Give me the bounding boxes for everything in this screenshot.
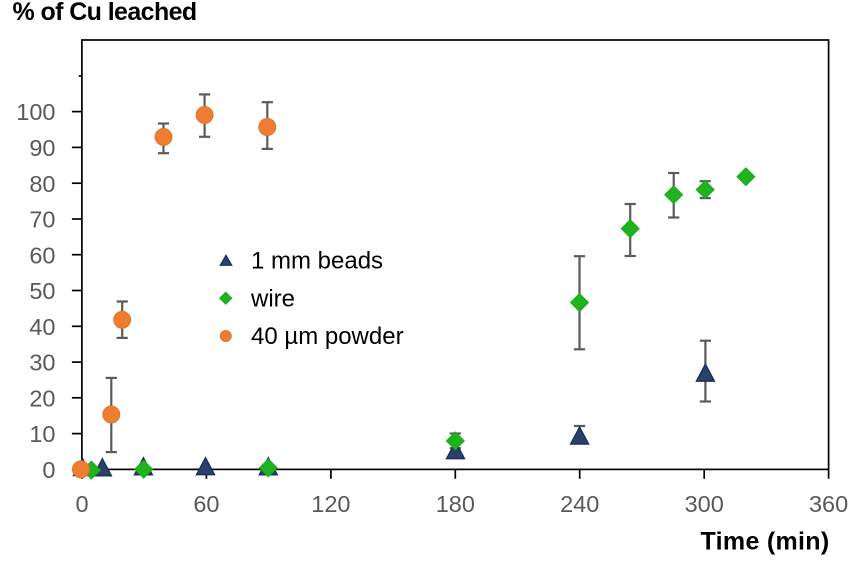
svg-text:100: 100 (16, 99, 55, 125)
svg-text:wire: wire (250, 285, 295, 312)
svg-text:10: 10 (29, 421, 55, 447)
svg-text:% of Cu leached: % of Cu leached (13, 0, 197, 26)
svg-text:300: 300 (685, 491, 724, 517)
svg-text:40 µm powder: 40 µm powder (251, 323, 404, 350)
svg-text:0: 0 (42, 457, 55, 483)
svg-text:Time (min): Time (min) (701, 528, 830, 556)
svg-text:70: 70 (29, 207, 55, 233)
svg-text:90: 90 (29, 135, 55, 161)
svg-text:80: 80 (29, 171, 55, 197)
svg-text:120: 120 (311, 491, 350, 517)
svg-text:0: 0 (75, 491, 88, 517)
svg-text:180: 180 (436, 491, 475, 517)
svg-text:240: 240 (560, 491, 599, 517)
svg-text:60: 60 (193, 491, 219, 517)
svg-text:30: 30 (29, 350, 55, 376)
svg-text:50: 50 (29, 278, 55, 304)
svg-text:60: 60 (29, 242, 55, 268)
svg-text:40: 40 (29, 314, 55, 340)
svg-text:360: 360 (809, 491, 848, 517)
svg-text:20: 20 (29, 385, 55, 411)
svg-text:1 mm beads: 1 mm beads (251, 248, 383, 275)
